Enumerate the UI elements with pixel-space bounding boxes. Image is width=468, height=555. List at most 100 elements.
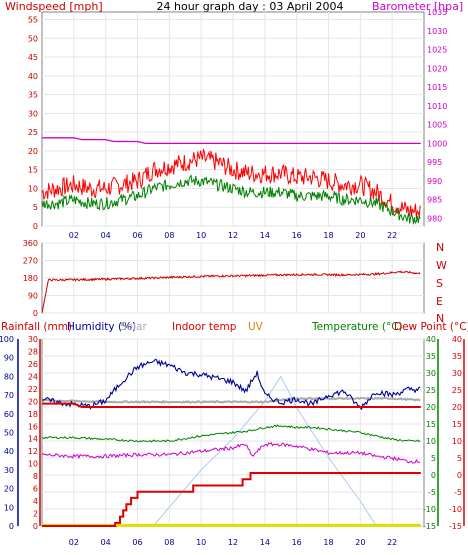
temperature-tick-label: -5: [428, 488, 436, 497]
dewpoint-tick-label: -5: [454, 488, 462, 497]
dewpoint-tick-label: 15: [452, 420, 462, 429]
rainfall-tick-label: 26: [28, 360, 38, 369]
bottom-x-tick-label: 04: [101, 538, 111, 547]
dir-tick-label: 360: [23, 239, 38, 248]
top-x-tick-label: 04: [101, 231, 111, 240]
dir-tick-label: 0: [33, 309, 38, 318]
temperature-tick-label: 25: [426, 386, 436, 395]
solar-line: [42, 375, 421, 527]
bottom-x-tick-label: 02: [69, 538, 79, 547]
dewpoint-tick-label: 35: [452, 352, 462, 361]
rainfall-tick-label: 14: [28, 435, 38, 444]
wind-tick-label: 30: [28, 109, 38, 118]
wind-tick-label: 55: [28, 16, 38, 25]
compass-label: E: [436, 295, 443, 308]
baro-tick-label: 1025: [427, 46, 447, 55]
wind-tick-label: 10: [28, 184, 38, 193]
baro-tick-label: 990: [427, 177, 442, 186]
rainfall-tick-label: 28: [28, 347, 38, 356]
compass-label: S: [436, 277, 443, 290]
temperature-tick-label: -10: [423, 505, 436, 514]
dewpoint-tick-label: -10: [449, 505, 462, 514]
barometer-title: Barometer [hpa]: [372, 0, 463, 13]
bottom-x-tick-label: 14: [260, 538, 270, 547]
gust-speed-line: [41, 148, 421, 219]
baro-tick-label: 1015: [427, 83, 447, 92]
baro-tick-label: 995: [427, 158, 442, 167]
dewpoint-tick-label: 25: [452, 386, 462, 395]
wind-tick-label: 40: [28, 72, 38, 81]
bottom-x-tick-label: 18: [323, 538, 333, 547]
temperature-tick-label: 5: [431, 454, 436, 463]
dewpoint-tick-label: 30: [452, 369, 462, 378]
top-x-tick-label: 02: [69, 231, 79, 240]
temperature-tick-label: 0: [431, 471, 436, 480]
dewpoint-tick-label: 0: [457, 471, 462, 480]
baro-tick-label: 985: [427, 196, 442, 205]
rainfall-tick-label: 10: [28, 460, 38, 469]
rainfall-tick-label: 16: [28, 422, 38, 431]
compass-label: N: [436, 312, 444, 325]
windspeed-title: Windspeed [mph]: [5, 0, 103, 13]
humidity-tick-label: 90: [4, 354, 14, 363]
dewpoint-line: [41, 441, 421, 464]
rainfall-tick-label: 24: [28, 372, 38, 381]
temperature-tick-label: 10: [426, 437, 436, 446]
top-x-tick-label: 18: [323, 231, 333, 240]
humidity-line: [41, 358, 421, 411]
dewpoint-title: Dew Point (°C): [394, 321, 468, 333]
wind-direction-line: [41, 270, 421, 314]
wind-tick-label: 35: [28, 91, 38, 100]
baro-tick-label: 1000: [427, 139, 447, 148]
rainfall-title: Rainfall (mm): [1, 321, 72, 333]
humidity-tick-label: 80: [4, 372, 14, 381]
baro-tick-label: 980: [427, 214, 442, 223]
humidity-title: Humidity (%): [67, 321, 136, 333]
bottom-x-tick-label: 08: [164, 538, 174, 547]
humidity-tick-label: 50: [4, 429, 14, 438]
dewpoint-tick-label: 20: [452, 403, 462, 412]
axis-ticks: 0510152025303540455055980985990995100010…: [0, 8, 465, 547]
baro-tick-label: 1035: [427, 8, 447, 17]
baro-tick-label: 1030: [427, 27, 447, 36]
bottom-x-tick-label: 22: [387, 538, 397, 547]
wind-tick-label: 15: [28, 166, 38, 175]
solar-title: Solar: [120, 321, 147, 333]
rainfall-tick-label: 8: [33, 472, 38, 481]
rainfall-tick-label: 4: [33, 497, 38, 506]
baro-tick-label: 1020: [427, 64, 447, 73]
wind-tick-label: 0: [33, 222, 38, 231]
rainfall-tick-label: 6: [33, 485, 38, 494]
wind-tick-label: 25: [28, 128, 38, 137]
wind-tick-label: 45: [28, 53, 38, 62]
top-x-tick-label: 06: [132, 231, 142, 240]
baro-tick-label: 1010: [427, 102, 447, 111]
dir-tick-label: 180: [23, 274, 38, 283]
temperature-title: Temperature (°C): [311, 321, 403, 333]
compass-label: W: [436, 259, 447, 272]
humidity-tick-label: 100: [0, 335, 14, 344]
rainfall-tick-label: 12: [28, 447, 38, 456]
bottom-x-tick-label: 16: [292, 538, 302, 547]
rainfall-tick-label: 2: [33, 510, 38, 519]
top-x-tick-label: 12: [228, 231, 238, 240]
bottom-x-tick-label: 20: [355, 538, 365, 547]
dir-tick-label: 90: [28, 292, 38, 301]
temperature-tick-label: -15: [423, 522, 436, 531]
dir-tick-label: 270: [23, 257, 38, 266]
indoor-temp-line: [42, 402, 421, 408]
humidity-tick-label: 60: [4, 410, 14, 419]
compass-label: N: [436, 241, 444, 254]
humidity-tick-label: 30: [4, 466, 14, 475]
dewpoint-tick-label: 10: [452, 437, 462, 446]
rainfall-tick-label: 22: [28, 385, 38, 394]
top-x-tick-label: 14: [260, 231, 270, 240]
wind-tick-label: 20: [28, 147, 38, 156]
wind-tick-label: 50: [28, 34, 38, 43]
dewpoint-tick-label: 5: [457, 454, 462, 463]
humidity-tick-label: 20: [4, 485, 14, 494]
dewpoint-tick-label: -15: [449, 522, 462, 531]
uv-title: UV: [248, 321, 264, 333]
